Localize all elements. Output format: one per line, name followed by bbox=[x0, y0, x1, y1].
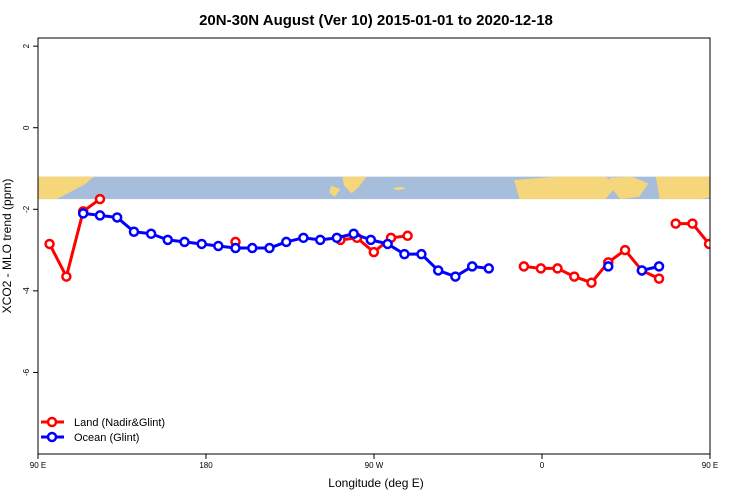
map-land-asia-east bbox=[38, 176, 94, 200]
x-tick-label: 90 E bbox=[30, 461, 46, 470]
data-point-land bbox=[653, 273, 665, 284]
data-point-ocean bbox=[230, 242, 241, 254]
x-tick-label: 90 E bbox=[702, 461, 718, 470]
data-point-ocean bbox=[466, 261, 478, 272]
data-point-ocean bbox=[179, 236, 190, 248]
series-ocean bbox=[77, 207, 750, 282]
data-point-ocean bbox=[653, 261, 665, 272]
x-tick-label: 0 bbox=[540, 461, 545, 470]
series-line-land bbox=[675, 222, 710, 249]
world-map-strip bbox=[38, 176, 750, 200]
data-point-ocean bbox=[382, 238, 393, 250]
data-point-ocean bbox=[281, 236, 292, 248]
legend-swatch-land-marker bbox=[46, 416, 58, 428]
data-point-ocean bbox=[365, 234, 377, 246]
x-tick-label: 180 bbox=[199, 461, 213, 470]
data-point-land bbox=[739, 207, 747, 215]
data-point-land bbox=[402, 230, 413, 242]
data-point-land bbox=[44, 238, 55, 250]
data-point-land bbox=[722, 273, 730, 281]
y-tick-label: -2 bbox=[22, 205, 31, 213]
data-point-ocean bbox=[450, 271, 461, 282]
map-land-china bbox=[732, 177, 750, 199]
y-axis: 2 0 -2 -4 -6 bbox=[22, 43, 38, 376]
data-point-ocean bbox=[145, 228, 157, 240]
data-point-land bbox=[518, 261, 530, 272]
data-point-ocean bbox=[348, 228, 359, 240]
data-point-ocean bbox=[196, 238, 207, 250]
data-point-ocean bbox=[94, 210, 106, 221]
x-axis: 90 E 180 90 W 0 90 E bbox=[30, 454, 718, 470]
data-point-land bbox=[687, 218, 698, 229]
legend-label-land: Land (Nadir&Glint) bbox=[74, 417, 165, 429]
data-point-ocean bbox=[247, 242, 258, 254]
data-point-ocean bbox=[636, 265, 648, 276]
plot-frame bbox=[37, 37, 711, 455]
series-layer bbox=[44, 193, 750, 288]
y-axis-title: XCO2 - MLO trend (ppm) bbox=[0, 179, 14, 314]
legend-label-ocean: Ocean (Glint) bbox=[74, 432, 139, 444]
data-point-land bbox=[552, 263, 563, 274]
data-point-land bbox=[670, 218, 681, 229]
legend-item-ocean: Ocean (Glint) bbox=[41, 431, 139, 444]
data-point-ocean bbox=[432, 265, 444, 276]
map-land-mexico bbox=[342, 176, 367, 194]
data-point-ocean bbox=[416, 248, 427, 260]
data-point-ocean bbox=[162, 234, 173, 246]
x-axis-title: Longitude (deg E) bbox=[328, 476, 423, 490]
y-tick-label: 0 bbox=[22, 125, 31, 130]
data-point-ocean bbox=[603, 261, 614, 272]
map-land-arabia bbox=[609, 176, 649, 200]
data-point-land bbox=[535, 263, 547, 274]
series-line-ocean bbox=[743, 211, 750, 244]
map-land-india bbox=[655, 176, 710, 200]
data-point-ocean bbox=[399, 248, 410, 260]
y-tick-label: -4 bbox=[22, 287, 31, 295]
data-point-ocean bbox=[264, 242, 275, 254]
legend: Land (Nadir&Glint) Ocean (Glint) bbox=[41, 416, 165, 444]
data-point-ocean bbox=[128, 226, 140, 237]
chart-title: 20N-30N August (Ver 10) 2015-01-01 to 20… bbox=[199, 12, 553, 29]
legend-swatch-ocean-marker bbox=[46, 431, 58, 443]
data-point-ocean bbox=[77, 208, 89, 219]
y-tick-label: -6 bbox=[22, 368, 31, 376]
data-point-ocean bbox=[331, 232, 343, 244]
data-point-land bbox=[94, 193, 106, 205]
data-point-land bbox=[368, 246, 380, 258]
data-point-land bbox=[586, 277, 597, 288]
x-tick-label: 90 W bbox=[365, 461, 384, 470]
map-land-caribbean bbox=[392, 186, 406, 191]
map-land-baja bbox=[329, 185, 341, 197]
legend-item-land: Land (Nadir&Glint) bbox=[41, 416, 165, 429]
y-tick-label: 2 bbox=[22, 43, 31, 48]
data-point-land bbox=[61, 271, 72, 282]
data-point-ocean bbox=[213, 240, 224, 252]
data-point-ocean bbox=[314, 234, 326, 246]
data-point-ocean bbox=[483, 263, 495, 274]
data-point-land bbox=[569, 271, 580, 282]
series-line-land bbox=[48, 197, 101, 279]
data-point-ocean bbox=[739, 207, 747, 215]
data-point-land bbox=[619, 244, 631, 256]
data-point-land bbox=[703, 238, 710, 250]
data-point-ocean bbox=[111, 212, 123, 223]
data-point-ocean bbox=[298, 232, 309, 244]
map-land-africa bbox=[514, 176, 617, 200]
